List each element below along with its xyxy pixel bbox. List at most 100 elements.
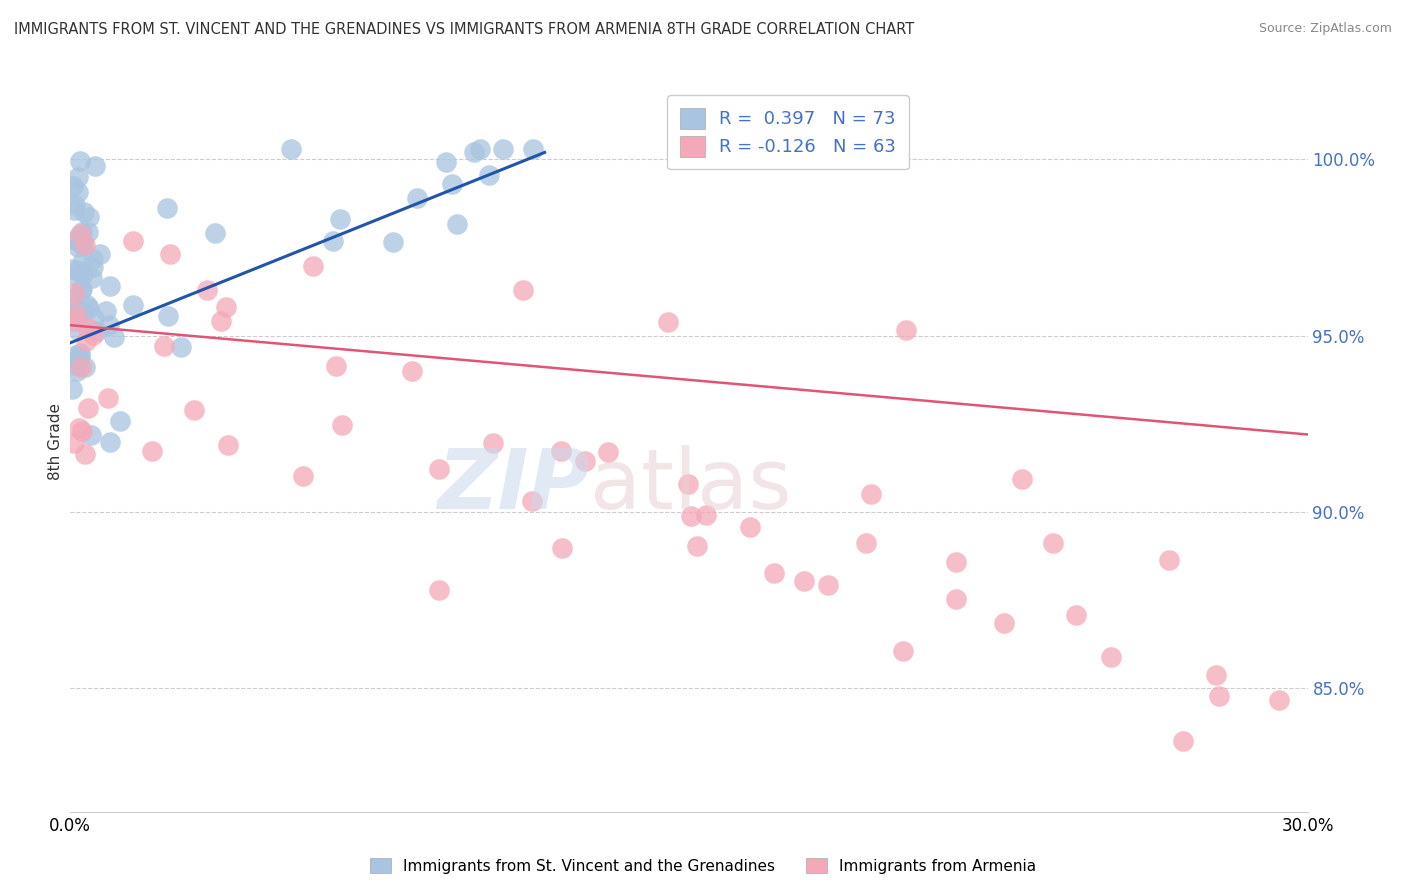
Point [894,323,917,337]
Point [441,178,464,192]
Point [1159,552,1181,566]
Point [67,272,90,286]
Point [69,349,91,363]
Point [197,284,219,298]
Legend: Immigrants from St. Vincent and the Grenadines, Immigrants from Armenia: Immigrants from St. Vincent and the Gren… [363,852,1043,880]
Point [679,509,702,524]
Point [381,235,404,249]
Point [153,339,176,353]
Point [65,347,87,361]
Point [945,555,967,569]
Point [478,168,501,182]
Point [103,330,125,344]
Point [302,260,325,274]
Point [98,434,121,449]
Point [169,341,191,355]
Point [76,298,98,312]
Point [550,443,572,458]
Point [329,211,352,226]
Point [141,443,163,458]
Point [1011,471,1033,485]
Point [793,574,815,588]
Point [69,346,91,360]
Point [62,178,84,193]
Point [67,169,90,184]
Point [69,237,91,252]
Point [69,227,91,242]
Text: IMMIGRANTS FROM ST. VINCENT AND THE GRENADINES VS IMMIGRANTS FROM ARMENIA 8TH GR: IMMIGRANTS FROM ST. VINCENT AND THE GREN… [14,22,914,37]
Point [98,278,121,293]
Point [678,476,700,491]
Point [75,334,97,349]
Point [96,303,118,318]
Point [83,310,105,325]
Point [66,323,89,337]
Point [70,282,93,296]
Point [65,308,87,322]
Point [993,615,1015,630]
Point [67,353,90,368]
Point [209,314,232,328]
Point [1064,607,1087,622]
Point [97,391,120,405]
Point [217,438,239,452]
Point [657,315,679,329]
Point [1171,734,1194,748]
Point [122,298,145,312]
Point [77,321,100,335]
Point [122,234,145,248]
Point [86,324,108,338]
Point [67,421,90,435]
Text: atlas: atlas [591,445,792,526]
Point [482,436,505,450]
Point [108,413,131,427]
Point [77,401,100,415]
Point [446,217,468,231]
Point [73,447,96,461]
Point [686,539,709,553]
Point [63,358,86,372]
Point [60,292,83,306]
Point [75,359,97,374]
Point [63,436,86,450]
Point [72,253,94,268]
Point [215,300,238,314]
Point [59,309,82,323]
Point [156,201,179,215]
Point [492,142,515,156]
Point [80,427,103,442]
Point [204,226,226,240]
Point [70,283,93,297]
Point [72,267,94,281]
Point [183,402,205,417]
Point [891,644,914,658]
Point [70,225,93,239]
Point [67,232,90,246]
Point [695,508,717,522]
Point [82,260,104,274]
Point [84,159,107,173]
Point [63,314,86,328]
Point [762,566,785,580]
Point [1268,693,1291,707]
Point [325,359,347,374]
Text: Source: ZipAtlas.com: Source: ZipAtlas.com [1258,22,1392,36]
Point [75,238,97,252]
Point [66,185,89,199]
Point [73,205,96,219]
Point [70,359,93,374]
Point [1208,690,1230,704]
Point [740,520,762,534]
Point [65,307,87,321]
Point [60,382,83,396]
Point [291,468,314,483]
Point [72,236,94,251]
Point [89,247,111,261]
Point [550,541,572,556]
Point [855,536,877,550]
Point [60,262,83,277]
Point [574,454,596,468]
Point [434,155,457,169]
Point [63,300,86,314]
Point [156,309,179,323]
